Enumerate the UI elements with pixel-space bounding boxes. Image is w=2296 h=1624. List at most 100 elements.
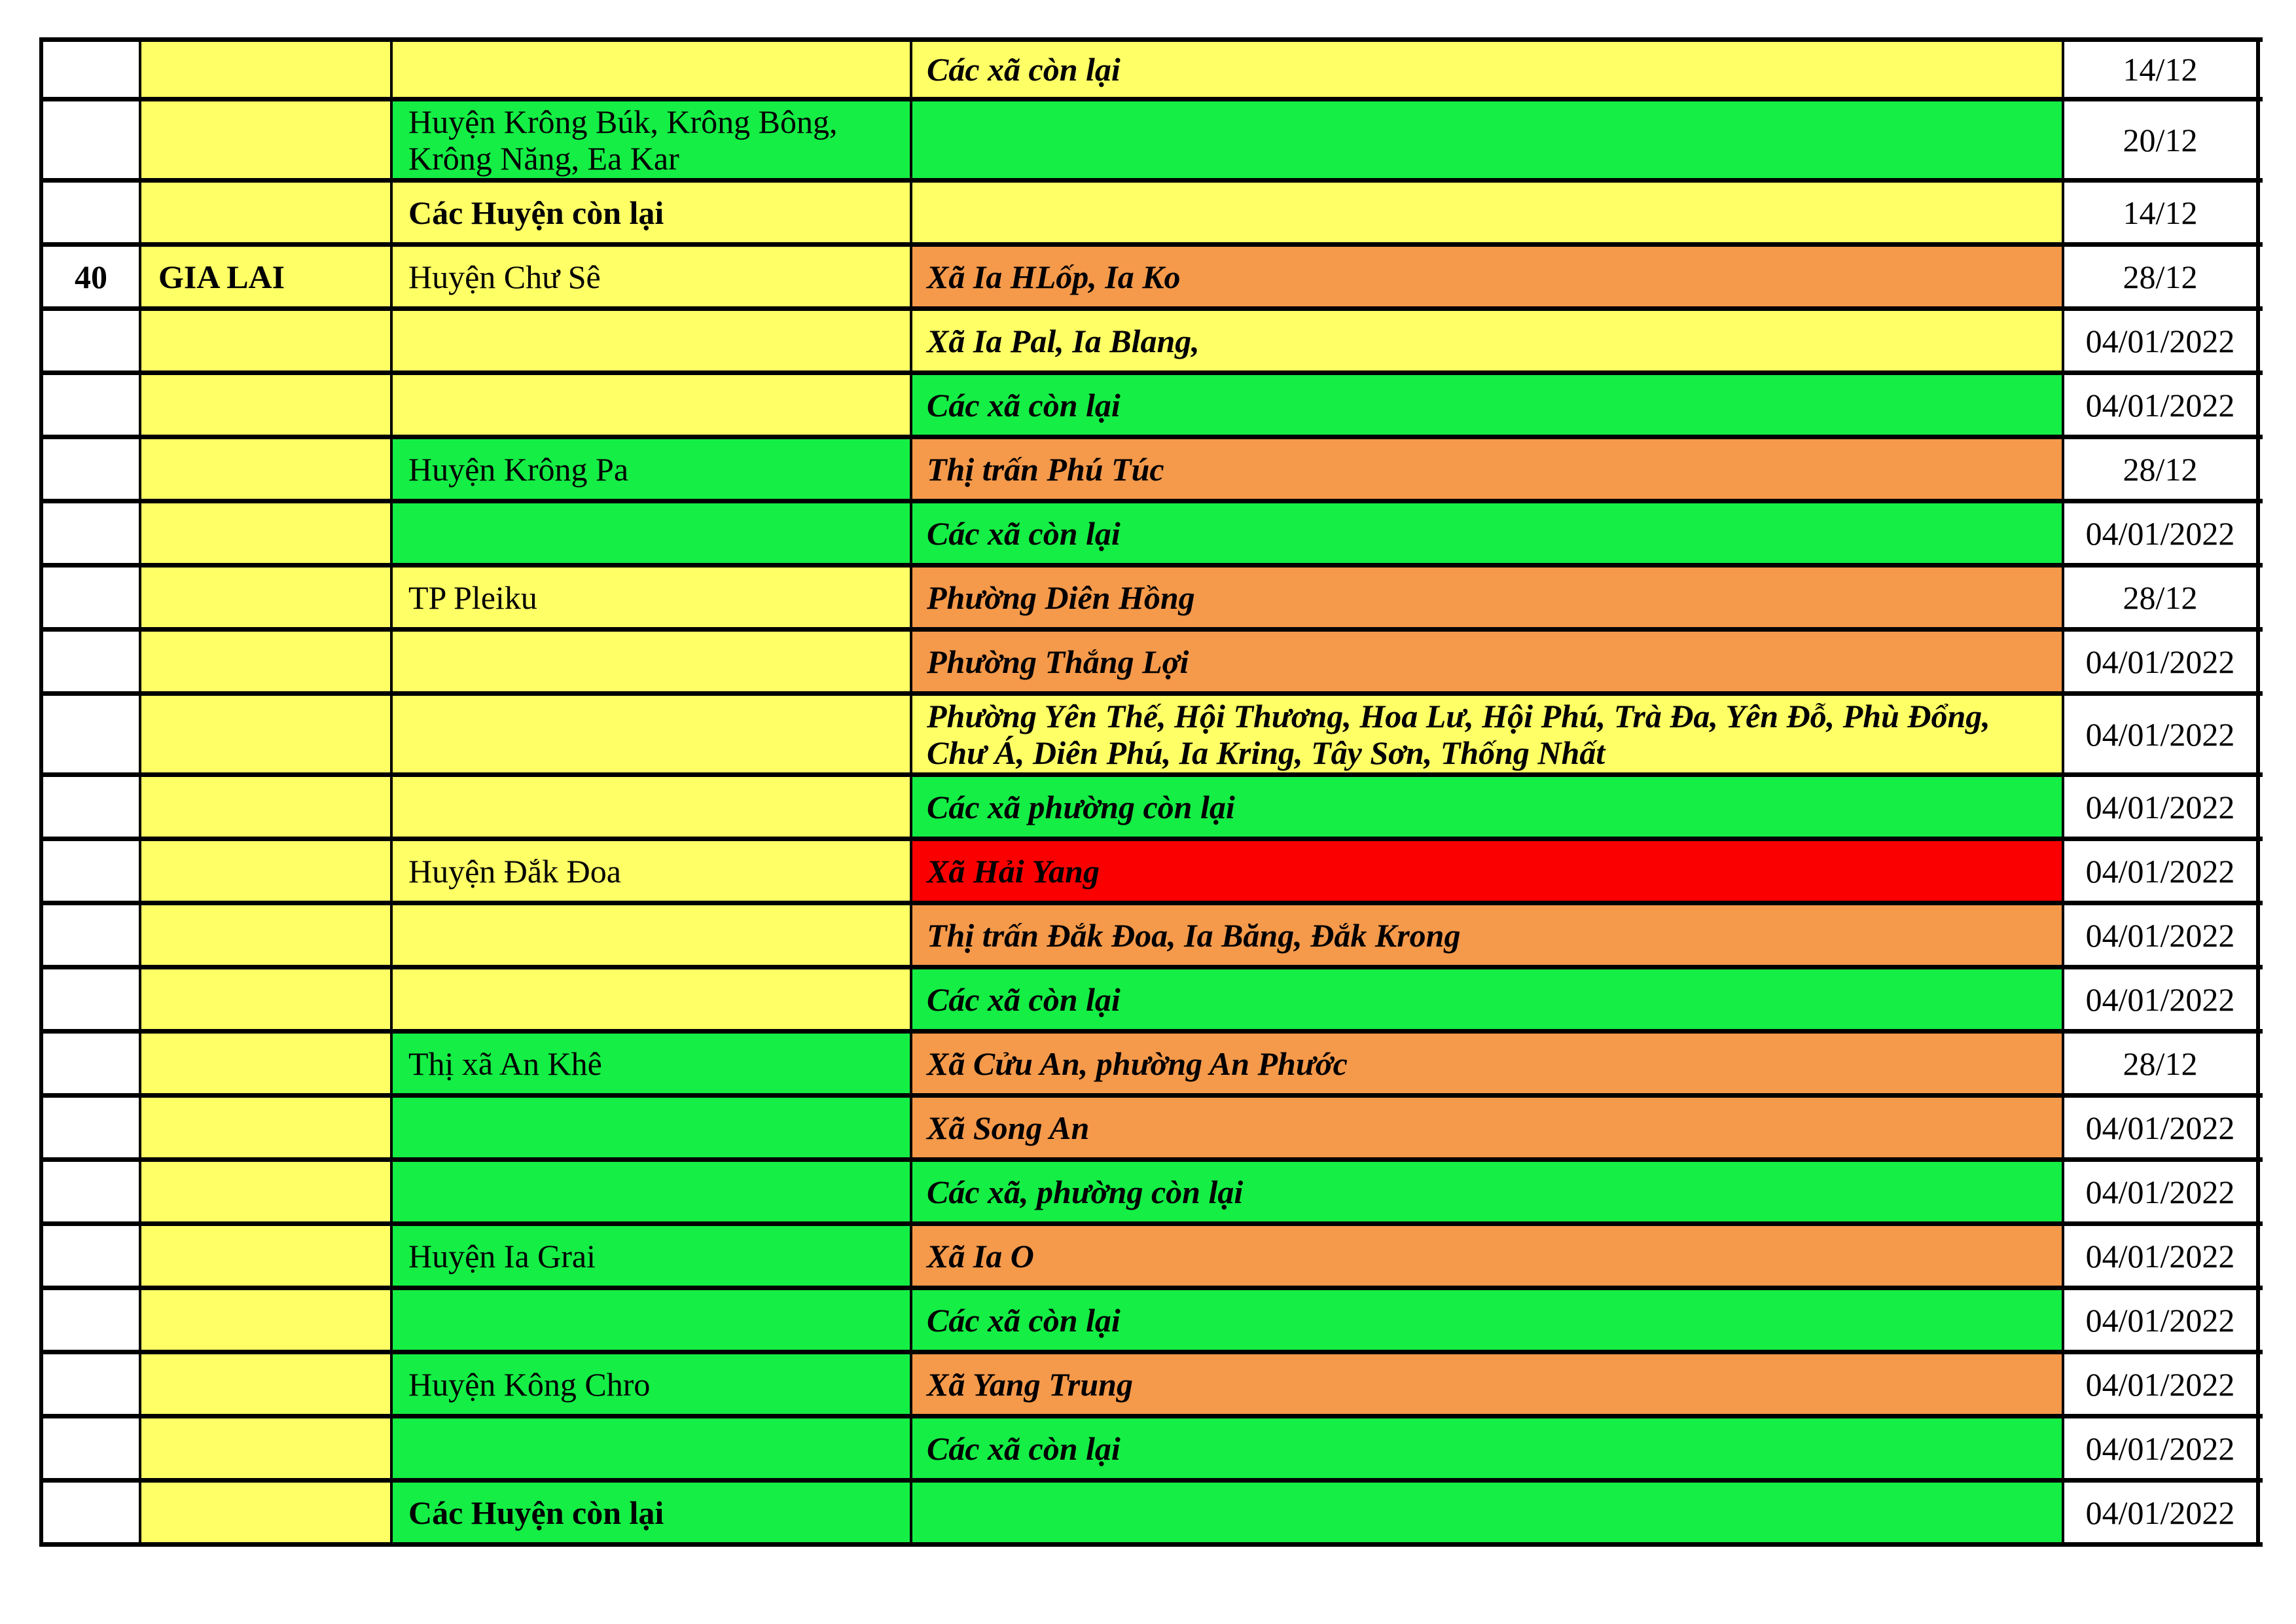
cell-stt (43, 632, 141, 691)
cell-commune: Thị trấn Phú Túc (912, 439, 2064, 499)
cell-date: 28/12 (2064, 568, 2260, 627)
table-row: Phường Thắng Lợi 04/01/2022 (43, 632, 2263, 696)
cell-district: Huyện Krông Búk, Krông Bông, Krông Năng,… (393, 101, 912, 178)
cell-commune: Xã Ia HLốp, Ia Ko (912, 247, 2064, 306)
cell-district: Huyện Kông Chro (393, 1354, 912, 1414)
cell-commune: Phường Yên Thế, Hội Thương, Hoa Lư, Hội … (912, 696, 2064, 772)
table-row: Các xã còn lại 04/01/2022 (43, 375, 2263, 439)
cell-province (141, 42, 393, 97)
cell-province (141, 1162, 393, 1221)
table-row: Phường Yên Thế, Hội Thương, Hoa Lư, Hội … (43, 696, 2263, 777)
cell-province (141, 311, 393, 370)
cell-district: Huyện Chư Sê (393, 247, 912, 306)
table-row: Huyện Đắk Đoa Xã Hải Yang 04/01/2022 (43, 841, 2263, 905)
cell-district (393, 1098, 912, 1157)
cell-stt (43, 101, 141, 178)
cell-province (141, 1034, 393, 1093)
cell-stt (43, 42, 141, 97)
cell-date: 04/01/2022 (2064, 1162, 2260, 1221)
cell-stt (43, 777, 141, 837)
table-row: Thị xã An Khê Xã Cửu An, phường An Phước 2… (43, 1034, 2263, 1098)
cell-commune: Thị trấn Đắk Đoa, Ia Băng, Đắk Krong (912, 905, 2064, 965)
table-row: Các Huyện còn lại 04/01/2022 (43, 1483, 2263, 1547)
cell-commune: Các xã, phường còn lại (912, 1162, 2064, 1221)
table-row: Các xã còn lại 04/01/2022 (43, 1418, 2263, 1483)
cell-province (141, 375, 393, 435)
table-row: Các xã còn lại 04/01/2022 (43, 969, 2263, 1034)
cell-district (393, 1162, 912, 1221)
cell-date: 04/01/2022 (2064, 1418, 2260, 1478)
cell-province (141, 503, 393, 563)
cell-date: 28/12 (2064, 1034, 2260, 1093)
cell-district (393, 311, 912, 370)
table-row: Các Huyện còn lại 14/12 (43, 183, 2263, 247)
cell-stt (43, 1034, 141, 1093)
cell-province (141, 439, 393, 499)
cell-province (141, 905, 393, 965)
cell-province (141, 696, 393, 772)
cell-commune: Phường Diên Hồng (912, 568, 2064, 627)
cell-stt (43, 1418, 141, 1478)
cell-province (141, 101, 393, 178)
cell-date: 04/01/2022 (2064, 1098, 2260, 1157)
cell-date: 04/01/2022 (2064, 696, 2260, 772)
table-row: Các xã phường còn lại 04/01/2022 (43, 777, 2263, 841)
table-row: Thị trấn Đắk Đoa, Ia Băng, Đắk Krong 04/0… (43, 905, 2263, 969)
cell-stt (43, 841, 141, 901)
cell-commune: Các xã còn lại (912, 1418, 2064, 1478)
cell-province (141, 1098, 393, 1157)
cell-district: Các Huyện còn lại (393, 1483, 912, 1542)
cell-province (141, 841, 393, 901)
table-row: Các xã còn lại 04/01/2022 (43, 503, 2263, 568)
cell-date: 28/12 (2064, 439, 2260, 499)
cell-district (393, 503, 912, 563)
cell-commune: Xã Ia Pal, Ia Blang, (912, 311, 2064, 370)
cell-province (141, 1354, 393, 1414)
cell-province (141, 183, 393, 242)
cell-commune: Xã Ia O (912, 1226, 2064, 1286)
cell-province (141, 1226, 393, 1286)
cell-commune (912, 101, 2064, 178)
cell-district (393, 696, 912, 772)
table-row: Các xã còn lại 04/01/2022 (43, 1290, 2263, 1354)
cell-province: GIA LAI (141, 247, 393, 306)
cell-stt (43, 1098, 141, 1157)
cell-commune: Xã Cửu An, phường An Phước (912, 1034, 2064, 1093)
table-row: Huyện Krông Búk, Krông Bông, Krông Năng,… (43, 101, 2263, 183)
cell-stt: 40 (43, 247, 141, 306)
cell-date: 04/01/2022 (2064, 1483, 2260, 1542)
cell-province (141, 568, 393, 627)
table-row: Huyện Ia Grai Xã Ia O 04/01/2022 (43, 1226, 2263, 1290)
cell-date: 04/01/2022 (2064, 905, 2260, 965)
cell-stt (43, 1483, 141, 1542)
cell-commune: Các xã còn lại (912, 1290, 2064, 1350)
cell-commune: Các xã còn lại (912, 503, 2064, 563)
cell-date: 14/12 (2064, 42, 2260, 97)
cell-date: 04/01/2022 (2064, 969, 2260, 1029)
cell-stt (43, 1290, 141, 1350)
cell-stt (43, 905, 141, 965)
cell-district (393, 632, 912, 691)
cell-stt (43, 1354, 141, 1414)
risk-level-table: Các xã còn lại 14/12 Huyện Krông Búk, Krôn… (39, 37, 2263, 1547)
cell-commune: Xã Song An (912, 1098, 2064, 1157)
cell-date: 04/01/2022 (2064, 1226, 2260, 1286)
table-row: Các xã, phường còn lại 04/01/2022 (43, 1162, 2263, 1226)
table-row: TP Pleiku Phường Diên Hồng 28/12 (43, 568, 2263, 632)
cell-commune: Các xã còn lại (912, 42, 2064, 97)
cell-date: 04/01/2022 (2064, 1354, 2260, 1414)
cell-commune: Xã Hải Yang (912, 841, 2064, 901)
cell-district (393, 905, 912, 965)
cell-district: Các Huyện còn lại (393, 183, 912, 242)
cell-stt (43, 1162, 141, 1221)
cell-province (141, 632, 393, 691)
cell-commune: Các xã còn lại (912, 969, 2064, 1029)
cell-stt (43, 375, 141, 435)
cell-commune (912, 183, 2064, 242)
cell-date: 04/01/2022 (2064, 503, 2260, 563)
cell-date: 14/12 (2064, 183, 2260, 242)
cell-district (393, 1290, 912, 1350)
cell-date: 04/01/2022 (2064, 841, 2260, 901)
cell-district: TP Pleiku (393, 568, 912, 627)
